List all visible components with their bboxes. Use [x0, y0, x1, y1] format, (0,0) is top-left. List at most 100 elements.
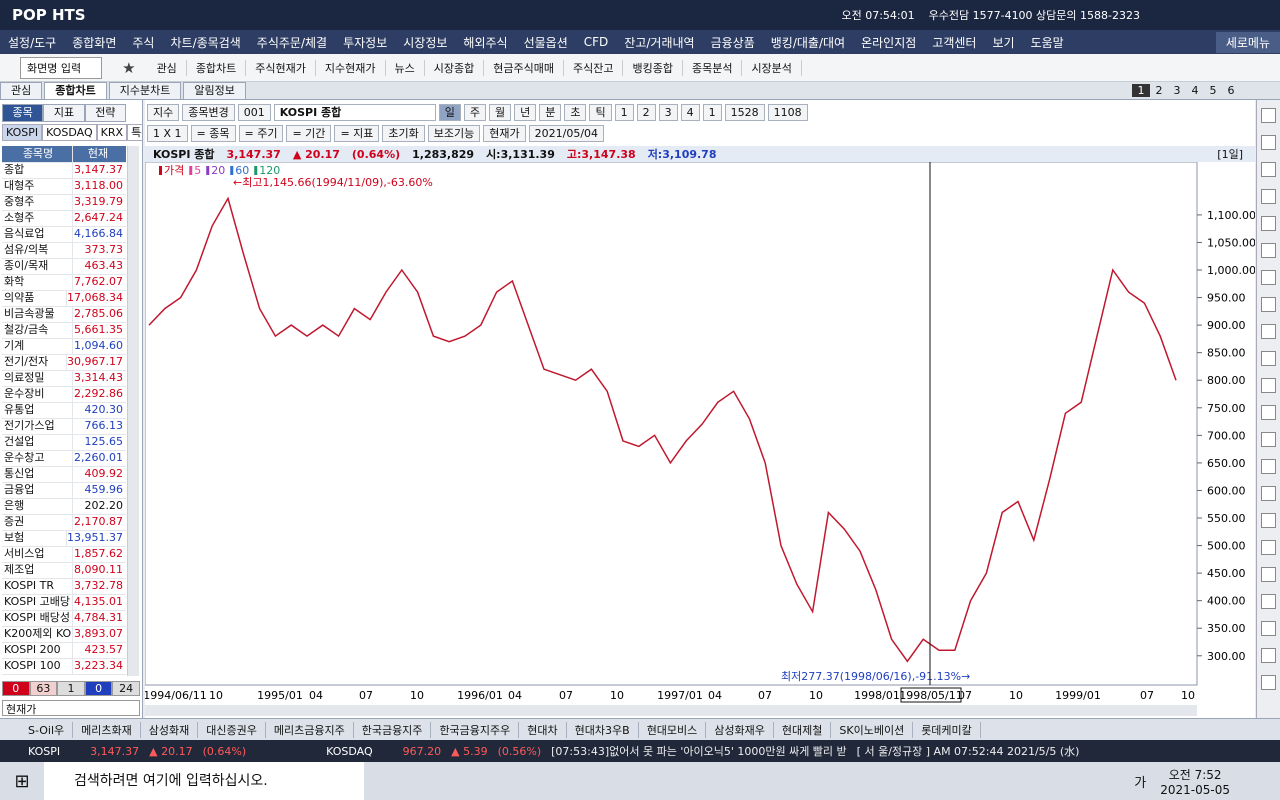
index-row[interactable]: 통신업 409.92 [2, 466, 126, 483]
toolbar-item[interactable]: 뉴스 [386, 59, 425, 76]
menu-item[interactable]: 보기 [992, 35, 1015, 50]
tool-icon[interactable] [1261, 432, 1276, 447]
menu-item[interactable]: 주식주문/체결 [256, 35, 328, 50]
tool-icon[interactable] [1261, 243, 1276, 258]
menu-item[interactable]: 고객센터 [932, 35, 977, 50]
index-row[interactable]: 은행 202.20 [2, 498, 126, 515]
menu-item[interactable]: 투자정보 [343, 35, 388, 50]
chart-control[interactable]: KOSPI 종합 [273, 103, 436, 121]
index-row[interactable]: 전기가스업 766.13 [2, 418, 126, 435]
index-row[interactable]: 기계 1,094.60 [2, 338, 126, 355]
sort-select[interactable]: 현재가 [2, 700, 140, 716]
chart-control[interactable]: 지수 [147, 103, 180, 121]
page-number[interactable]: 5 [1209, 84, 1217, 97]
chart-control[interactable]: 1 X 1 [147, 124, 188, 142]
chart-control[interactable]: 보조기능 [427, 124, 481, 142]
screen-tab[interactable]: 종합차트 [44, 82, 107, 99]
index-row[interactable]: 비금속광물 2,785.06 [2, 306, 126, 323]
market-tab[interactable]: KRX [96, 124, 128, 141]
stock-tab[interactable]: 한국금융지주우 [431, 721, 520, 738]
index-row[interactable]: KOSPI TR 3,732.78 [2, 578, 126, 595]
tool-icon[interactable] [1261, 513, 1276, 528]
menu-item[interactable]: 해외주식 [463, 35, 508, 50]
tool-icon[interactable] [1261, 324, 1276, 339]
toolbar-item[interactable]: 관심 [148, 59, 187, 76]
tool-icon[interactable] [1261, 162, 1276, 177]
chart-control[interactable]: 2 [636, 103, 656, 121]
search-box[interactable]: 검색하려면 여기에 입력하십시오. [44, 762, 364, 800]
market-tab[interactable]: 특수 [127, 124, 142, 141]
tool-icon[interactable] [1261, 486, 1276, 501]
index-row[interactable]: 운수창고 2,260.01 [2, 450, 126, 467]
chart-control[interactable]: 주 [463, 103, 486, 121]
page-number[interactable]: 6 [1227, 84, 1235, 97]
index-row[interactable]: 운수장비 2,292.86 [2, 386, 126, 403]
index-row[interactable]: 보험 13,951.37 [2, 530, 126, 547]
index-row[interactable]: 화학 7,762.07 [2, 274, 126, 291]
panel-tab[interactable]: 지표 [43, 104, 85, 122]
chart-control[interactable]: 001 [237, 103, 271, 121]
chart-control[interactable]: = 기간 [286, 124, 332, 142]
toolbar-item[interactable]: 주식잔고 [564, 59, 624, 76]
index-row[interactable]: KOSPI 배당성 4,784.31 [2, 610, 126, 627]
stock-tab[interactable]: 삼성화재 [141, 721, 199, 738]
menu-item[interactable]: 온라인지점 [861, 35, 917, 50]
stock-tab[interactable]: 현대차 [519, 721, 567, 738]
chart-control[interactable]: 1 [614, 103, 634, 121]
toolbar-item[interactable]: 현금주식매매 [484, 59, 564, 76]
index-row[interactable]: 대형주 3,118.00 [2, 178, 126, 195]
index-row[interactable]: 증권 2,170.87 [2, 514, 126, 531]
chart-control[interactable]: 일 [438, 103, 461, 121]
chart-control[interactable]: 1 [702, 103, 722, 121]
tool-icon[interactable] [1261, 567, 1276, 582]
tool-icon[interactable] [1261, 594, 1276, 609]
stock-tab[interactable]: 현대차3우B [567, 721, 639, 738]
stock-tab[interactable]: 현대모비스 [639, 721, 707, 738]
chart-control[interactable]: = 주기 [238, 124, 284, 142]
menu-item[interactable]: 차트/종목검색 [170, 35, 241, 50]
chart-control[interactable]: 월 [488, 103, 512, 121]
stock-tab[interactable]: 메리츠화재 [73, 721, 141, 738]
chart-control[interactable]: = 지표 [334, 124, 380, 142]
tool-icon[interactable] [1261, 621, 1276, 636]
tool-icon[interactable] [1261, 297, 1276, 312]
screen-tab[interactable]: 관심 [0, 82, 43, 99]
stock-tab[interactable]: 대신증권우 [198, 721, 266, 738]
chart-control[interactable]: 3 [658, 103, 678, 121]
toolbar-item[interactable]: 뱅킹종합 [623, 59, 683, 76]
chart-control[interactable]: 년 [514, 103, 537, 121]
index-row[interactable]: 서비스업 1,857.62 [2, 546, 126, 563]
screen-input[interactable]: 화면명 입력 [20, 56, 103, 79]
tool-icon[interactable] [1261, 540, 1276, 555]
panel-tab[interactable]: 종목 [2, 104, 44, 122]
chart-control[interactable]: 종목변경 [182, 103, 235, 121]
menu-item[interactable]: 종합화면 [72, 35, 117, 50]
menu-item[interactable]: 설정/도구 [8, 35, 57, 50]
chart-control[interactable]: 2021/05/04 [528, 124, 605, 142]
page-number[interactable]: 3 [1173, 84, 1181, 97]
stock-tab[interactable]: 메리츠금융지주 [266, 721, 354, 738]
index-row[interactable]: 건설업 125.65 [2, 434, 126, 451]
market-tab[interactable]: KOSPI [2, 124, 43, 141]
toolbar-item[interactable]: 시장종합 [425, 59, 485, 76]
stock-tab[interactable]: 롯데케미칼 [913, 721, 981, 738]
page-number[interactable]: 1 [1132, 84, 1150, 97]
panel-tab[interactable]: 전략 [84, 104, 126, 122]
index-row[interactable]: 소형주 2,647.24 [2, 210, 126, 227]
index-row[interactable]: 종이/목재 463.43 [2, 258, 126, 275]
toolbar-item[interactable]: 시장분석 [742, 59, 802, 76]
tool-icon[interactable] [1261, 459, 1276, 474]
menu-item[interactable]: 주식 [132, 35, 155, 50]
tool-icon[interactable] [1261, 189, 1276, 204]
chart-control[interactable]: 틱 [589, 103, 612, 121]
toolbar-item[interactable]: 종목분석 [683, 59, 743, 76]
tool-icon[interactable] [1261, 405, 1276, 420]
index-row[interactable]: 음식료업 4,166.84 [2, 226, 126, 243]
tool-icon[interactable] [1261, 675, 1276, 690]
chart-control[interactable]: 초 [564, 103, 587, 121]
screen-tab[interactable]: 알림정보 [183, 82, 246, 99]
index-row[interactable]: 전기/전자 30,967.17 [2, 354, 126, 371]
index-row[interactable]: 중형주 3,319.79 [2, 194, 126, 211]
chart-control[interactable]: 4 [680, 103, 700, 121]
menu-item[interactable]: CFD [583, 35, 609, 49]
